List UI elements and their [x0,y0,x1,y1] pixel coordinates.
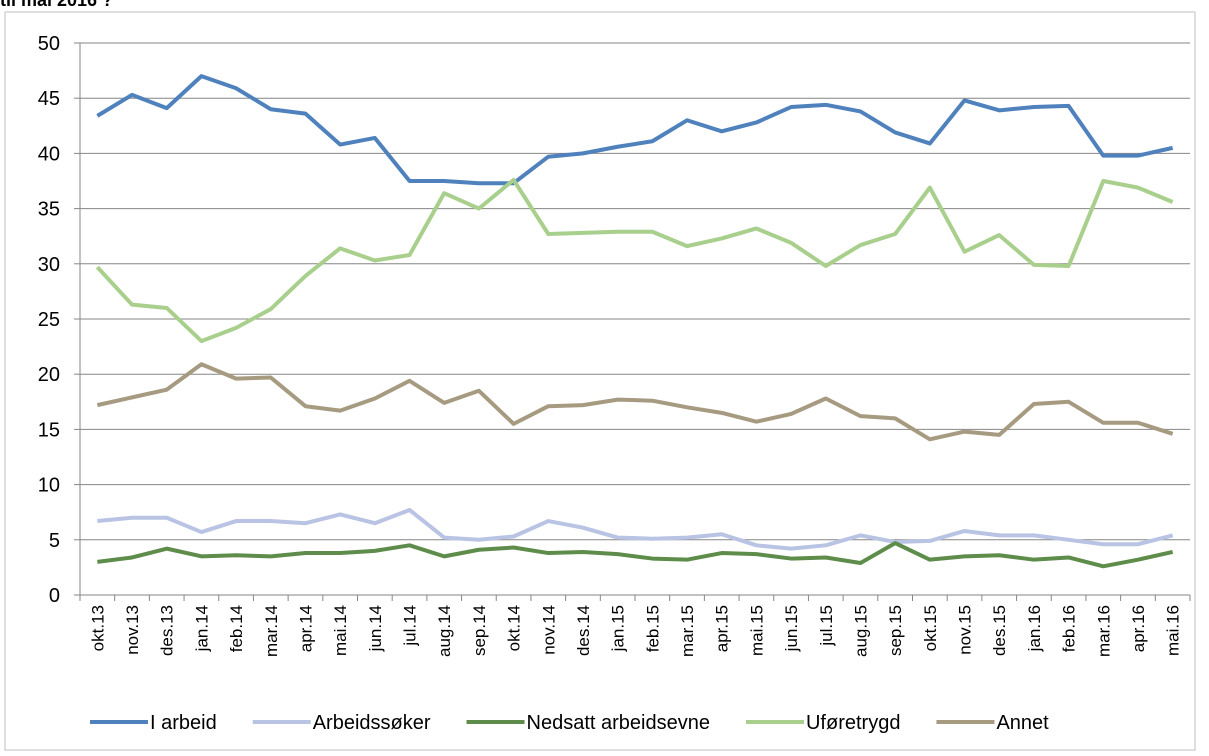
x-tick-label: apr.16 [1129,605,1148,652]
y-tick-label: 15 [38,419,60,441]
series-line [97,507,1174,551]
x-tick-label: des.14 [574,605,593,656]
x-tick-label: feb.14 [227,605,246,652]
y-tick-label: 20 [38,364,60,386]
x-tick-label: apr.15 [713,605,732,652]
series-line [96,362,1174,442]
y-tick-label: 30 [38,254,60,276]
x-tick-label: jun.15 [782,605,801,652]
x-tick-label: feb.16 [1060,605,1079,652]
x-tick-label: jul.15 [817,605,836,647]
x-tick-label: jan.16 [1025,605,1044,652]
y-tick-label: 5 [49,530,60,552]
legend-label: I arbeid [150,712,217,734]
y-tick-label: 25 [38,309,60,331]
y-tick-label: 50 [38,33,60,55]
y-tick-label: 35 [38,199,60,221]
x-tick-label: mar.14 [262,605,281,657]
x-tick-label: apr.14 [296,605,315,652]
y-tick-label: 10 [38,475,60,497]
x-tick-label: sep.14 [470,605,489,656]
legend-label: Arbeidssøker [313,712,431,734]
series-line [96,74,1174,186]
x-tick-label: okt.15 [921,605,940,651]
legend-label: Nedsatt arbeidsevne [527,712,710,734]
x-tick-label: mai.14 [331,605,350,656]
x-tick-label: aug.15 [851,605,870,657]
x-tick-label: des.13 [158,605,177,656]
legend-label: Annet [996,712,1049,734]
x-tick-label: mar.15 [678,605,697,657]
x-tick-label: des.15 [990,605,1009,656]
legend-label: Uføretrygd [806,712,900,734]
chart-frame [4,11,1196,751]
chart-title: til mai 2016 ? [0,0,113,10]
x-tick-label: jun.14 [366,605,385,652]
x-tick-label: okt.14 [505,605,524,651]
series-line [95,177,1174,344]
x-tick-label: mai.16 [1164,605,1183,656]
x-tick-label: feb.15 [643,605,662,652]
y-tick-label: 40 [38,143,60,165]
x-tick-label: nov.15 [956,605,975,655]
x-tick-label: aug.14 [435,605,454,657]
x-tick-label: okt.13 [88,605,107,651]
x-tick-label: jul.14 [401,605,420,647]
x-tick-label: nov.13 [123,605,142,655]
x-tick-label: jan.14 [192,605,211,652]
x-tick-label: nov.14 [539,605,558,655]
series-line [97,541,1174,569]
x-tick-label: sep.15 [886,605,905,656]
x-tick-label: mai.15 [747,605,766,656]
x-tick-label: mar.16 [1094,605,1113,657]
y-tick-label: 0 [49,585,60,607]
x-tick-label: jan.15 [609,605,628,652]
y-tick-label: 45 [38,88,60,110]
